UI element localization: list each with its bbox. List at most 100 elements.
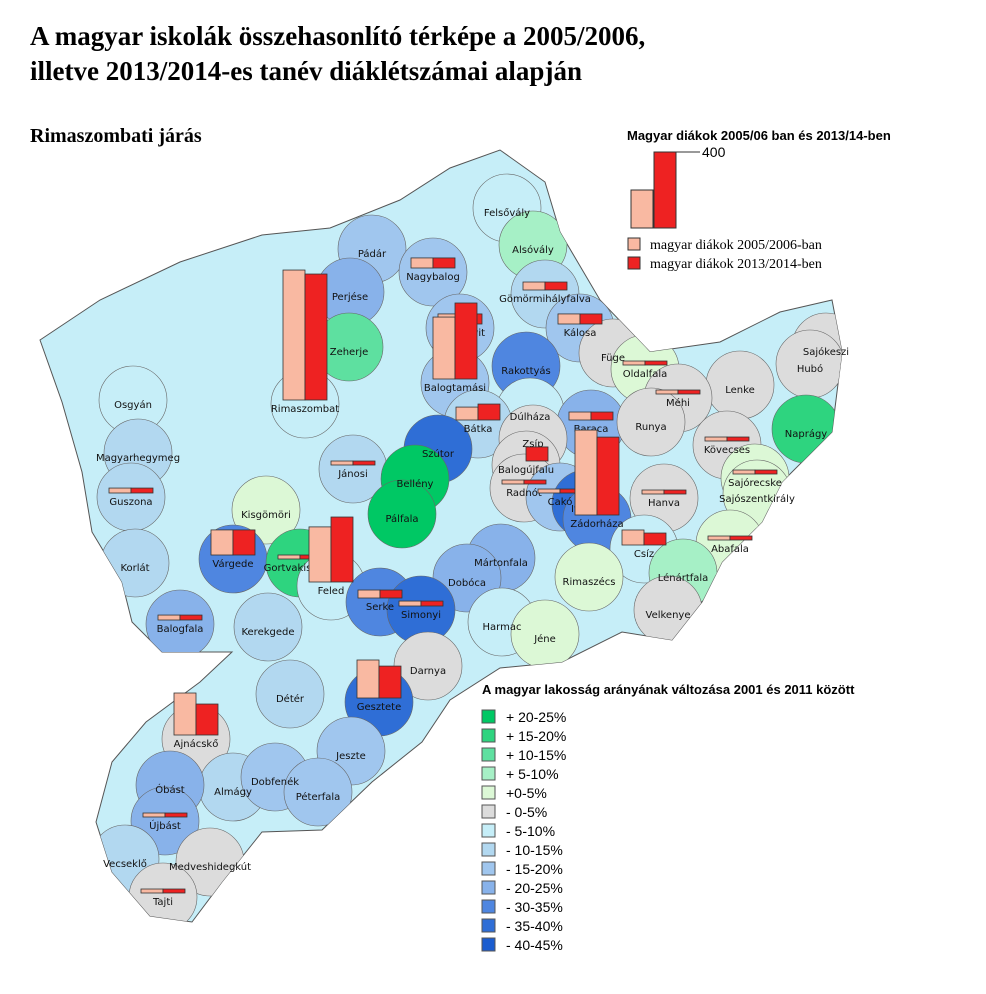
place-label: Dobóca <box>448 577 486 589</box>
legend-label: magyar diákok 2013/2014-ben <box>650 257 822 272</box>
place-label: Kövecses <box>704 445 750 456</box>
student-bar <box>130 487 154 494</box>
place-label: Bellény <box>397 478 434 490</box>
place-label: Gesztete <box>357 702 402 713</box>
place-label: Sajószentkirály <box>719 493 795 505</box>
place-label: Jéne <box>533 633 556 645</box>
student-bar <box>410 257 434 269</box>
student-bar <box>357 589 381 599</box>
legend-swatch <box>481 785 496 800</box>
student-bar <box>641 489 665 495</box>
student-bar <box>454 302 478 380</box>
place-label: Óbást <box>155 783 185 796</box>
region <box>231 475 301 545</box>
place-label: Perjése <box>332 291 368 303</box>
student-bar <box>525 446 549 462</box>
place-label: Darnya <box>410 666 446 677</box>
student-bar <box>574 429 598 516</box>
place-label: Pálfala <box>385 513 418 525</box>
legend-label: magyar diákok 2005/2006-ban <box>650 238 822 253</box>
place-label: Hubó <box>797 363 823 375</box>
place-label: Zeherje <box>330 347 369 358</box>
place-label: Dúlháza <box>510 411 551 423</box>
legend-sample-bar <box>630 189 654 229</box>
student-bar <box>655 389 679 395</box>
student-bar <box>590 411 614 421</box>
place-label: Lénártfala <box>658 572 709 584</box>
marks: Felsővály Alsóvály Pádár Nagybalog Perjése Gö… <box>96 207 849 908</box>
student-bar <box>195 703 219 736</box>
student-bar <box>432 257 456 269</box>
student-bar <box>162 888 186 894</box>
student-bar <box>544 281 568 291</box>
place-label: Kerekgede <box>241 627 294 638</box>
title: A magyar iskolák összehasonlító térképe … <box>30 21 645 51</box>
place-label: Simonyi <box>401 610 441 621</box>
district-outline <box>39 149 843 923</box>
place-label: Péterfala <box>296 791 341 803</box>
regions <box>90 173 842 922</box>
legend-sample-bar <box>653 151 677 229</box>
place-label: Cakó <box>548 496 573 508</box>
legend-label: + 10-15% <box>506 747 566 763</box>
place-label: Füge <box>601 353 625 364</box>
place-label: Serke <box>366 602 394 613</box>
place-label: Zádorháza <box>570 518 623 530</box>
place-label: Ajnácskő <box>174 738 219 750</box>
student-bar <box>173 692 197 736</box>
legend-label: + 5-10% <box>506 766 559 782</box>
legend-label: - 5-10% <box>506 823 555 839</box>
student-bar <box>729 535 753 541</box>
student-bar <box>108 487 132 494</box>
student-bar <box>356 659 380 699</box>
legend-swatch <box>481 899 496 914</box>
student-bar <box>210 529 234 556</box>
student-bar <box>596 436 620 516</box>
student-bar <box>379 589 403 599</box>
legend-label: + 20-25% <box>506 709 566 725</box>
legend-swatch <box>481 766 496 781</box>
student-bar <box>232 529 256 556</box>
place-label: Méhi <box>666 397 690 409</box>
place-label: Kisgömöri <box>241 510 291 521</box>
place-label: Mártonfala <box>474 557 528 569</box>
region <box>367 479 437 549</box>
student-bar <box>568 411 592 421</box>
student-bar <box>304 273 328 401</box>
student-bar <box>754 469 778 475</box>
student-bar <box>537 488 561 494</box>
place-label: Bátka <box>464 423 493 435</box>
student-bar <box>157 614 181 621</box>
legend-swatch <box>627 256 641 270</box>
region <box>616 387 686 457</box>
student-bar <box>732 469 756 475</box>
student-bar <box>330 460 354 466</box>
legend-swatch <box>481 937 496 952</box>
student-bar <box>579 313 603 325</box>
place-label: Vecseklő <box>103 858 147 870</box>
legend-swatch <box>481 918 496 933</box>
legend-label: +0-5% <box>506 785 547 801</box>
place-label: Újbást <box>149 819 181 832</box>
student-bar <box>432 316 456 380</box>
legend-swatch <box>481 728 496 743</box>
student-bar <box>621 529 645 546</box>
student-bar <box>330 516 354 583</box>
legend-swatch <box>481 842 496 857</box>
student-bar <box>704 436 728 442</box>
student-bar <box>557 313 581 325</box>
place-label: Nagybalog <box>406 272 460 283</box>
student-bar <box>282 269 306 401</box>
place-label: Jánosi <box>337 468 368 480</box>
student-bar <box>352 460 376 466</box>
place-label: Jeszte <box>335 751 366 762</box>
legend-swatch <box>481 709 496 724</box>
place-label: Gömörmihályfalva <box>499 293 591 305</box>
place-label: Almágy <box>214 786 252 798</box>
student-bar <box>398 600 422 607</box>
student-bar <box>142 812 166 818</box>
student-bar <box>477 403 501 421</box>
student-bar <box>277 554 301 560</box>
legend-label: - 20-25% <box>506 880 563 896</box>
